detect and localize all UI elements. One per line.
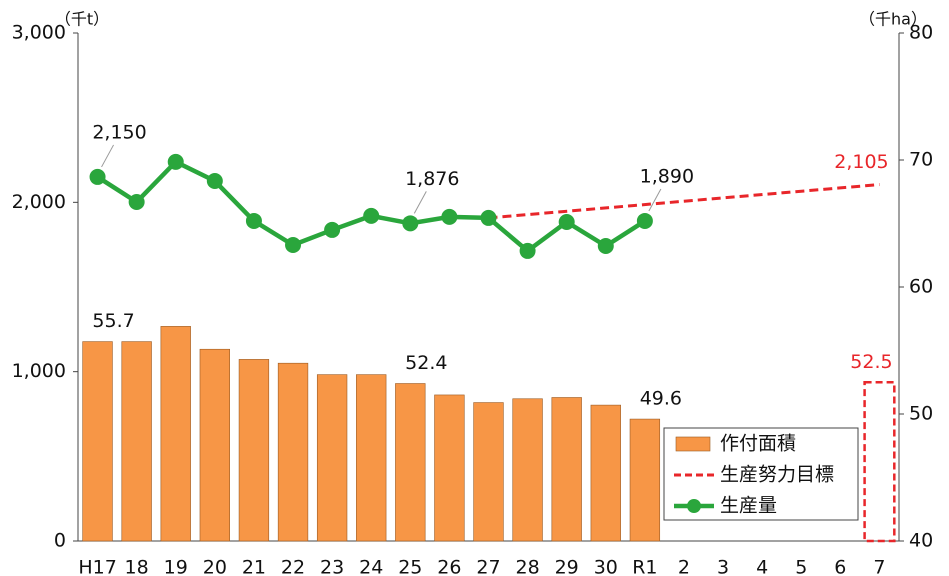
bar: [395, 383, 426, 542]
line-label: 1,890: [640, 165, 694, 187]
x-tick-label: 21: [242, 557, 266, 576]
marker: [597, 238, 614, 255]
x-tick-label: 18: [125, 557, 149, 576]
line-label: 2,105: [834, 151, 888, 173]
y2-tick-label: 50: [909, 403, 933, 425]
x-tick-label: 7: [873, 557, 885, 576]
leader-line: [648, 188, 662, 212]
y-tick-label: 0: [54, 530, 66, 552]
marker: [480, 209, 497, 226]
y-tick-label: 2,000: [12, 191, 66, 213]
x-tick-label: R1: [632, 557, 657, 576]
bar: [199, 348, 230, 542]
bar: [121, 341, 152, 542]
legend-label: 作付面積: [720, 433, 796, 455]
x-tick-label: 20: [203, 557, 227, 576]
bar-label: 49.6: [640, 388, 682, 410]
bar: [82, 341, 113, 542]
x-tick-label: 29: [555, 557, 579, 576]
legend-label: 生産努力目標: [720, 464, 834, 486]
bar: [551, 397, 582, 542]
y-tick-label: 1,000: [12, 360, 66, 382]
y2-tick-label: 70: [909, 149, 933, 171]
marker: [167, 153, 184, 170]
x-tick-label: 25: [398, 557, 422, 576]
y2-unit: （千ha）: [859, 10, 927, 29]
bar: [160, 326, 191, 542]
bar-label: 52.5: [850, 351, 892, 373]
bar: [316, 374, 348, 542]
line: [96, 159, 647, 254]
x-tick-label: 30: [594, 557, 618, 576]
marker: [89, 168, 106, 185]
line-label: 2,150: [92, 121, 146, 143]
x-tick-label: 27: [476, 557, 500, 576]
y2-tick-label: 60: [909, 276, 933, 298]
x-tick-label: 4: [756, 557, 768, 576]
marker: [363, 207, 380, 224]
marker: [519, 242, 536, 259]
bar-label: 55.7: [92, 310, 134, 332]
marker: [558, 213, 575, 230]
marker: [441, 208, 458, 225]
marker: [636, 212, 653, 229]
leader-line: [101, 144, 114, 168]
x-tick-label: 6: [834, 557, 846, 576]
bar: [629, 418, 661, 542]
marker: [206, 172, 223, 189]
x-tick-label: 2: [678, 557, 690, 576]
line-label: 1,876: [405, 168, 459, 190]
bar: [434, 394, 465, 542]
x-tick-label: 22: [281, 557, 305, 576]
y2-tick-label: 40: [909, 530, 933, 552]
bar: [863, 381, 896, 543]
bar: [473, 402, 504, 542]
legend-marker: [687, 499, 701, 513]
marker: [285, 237, 302, 254]
x-tick-label: 3: [717, 557, 729, 576]
marker: [245, 212, 262, 229]
marker: [402, 215, 419, 232]
bar: [356, 374, 387, 542]
x-tick-label: 23: [320, 557, 344, 576]
marker: [324, 221, 341, 238]
x-tick-label: 28: [516, 557, 540, 576]
y-unit: （千t）: [55, 10, 109, 29]
bar: [512, 398, 543, 542]
y2-tick-label: 80: [909, 22, 933, 44]
x-tick-label: 19: [164, 557, 188, 576]
bar-label: 52.4: [405, 352, 447, 374]
bar: [590, 404, 621, 542]
x-tick-label: H17: [78, 557, 116, 576]
x-tick-label: 24: [359, 557, 383, 576]
legend-swatch: [675, 436, 711, 452]
bar: [238, 359, 270, 542]
x-tick-label: 5: [795, 557, 807, 576]
x-tick-label: 26: [437, 557, 461, 576]
legend-label: 生産量: [720, 495, 777, 517]
marker: [128, 193, 145, 210]
y-tick-label: 3,000: [12, 22, 66, 44]
line: [488, 183, 880, 220]
leader-line: [413, 191, 427, 214]
bar: [277, 362, 309, 542]
